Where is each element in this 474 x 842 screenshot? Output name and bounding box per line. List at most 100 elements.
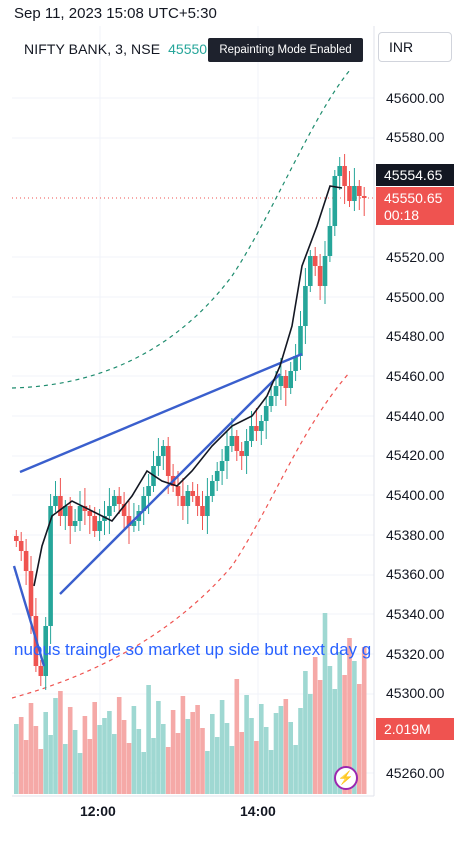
volume-bar — [224, 723, 230, 794]
volume-bar — [357, 684, 362, 794]
candle-body — [322, 256, 328, 286]
volume-bar — [312, 657, 318, 794]
volume-bar — [38, 749, 44, 794]
volume-bar — [190, 712, 195, 794]
candle-body — [126, 516, 132, 526]
volume-tag: 2.019M — [376, 718, 454, 740]
volume-bar — [141, 752, 146, 794]
volume-bar — [161, 724, 166, 794]
candle-body — [219, 461, 225, 471]
candle-body — [87, 511, 93, 516]
candle-body — [112, 496, 117, 506]
candle-body — [63, 506, 68, 516]
volume-bar — [249, 718, 254, 794]
candle-body — [165, 446, 171, 476]
symbol-bar[interactable]: NIFTY BANK, 3, NSE 45550.65 — [24, 38, 227, 60]
candle-body — [185, 491, 191, 506]
price-label: 45440.00 — [386, 408, 445, 424]
volume-bar — [332, 689, 338, 794]
volume-bar — [170, 710, 176, 794]
volume-bar — [259, 704, 264, 794]
volume-bar — [303, 671, 308, 794]
candle-body — [67, 506, 73, 526]
volume-bar — [361, 647, 367, 794]
candle-body — [23, 551, 29, 571]
volume-bar — [116, 697, 122, 794]
candle-body — [141, 496, 146, 511]
price-label: 45360.00 — [386, 566, 445, 582]
volume-bar — [126, 743, 132, 794]
lightning-icon[interactable]: ⚡ — [334, 766, 358, 790]
price-label: 45380.00 — [386, 527, 445, 543]
volume-bar — [14, 724, 19, 794]
envelope-bands — [12, 69, 351, 699]
volume-bar — [200, 728, 205, 794]
volume-bar — [131, 706, 137, 794]
volume-bar — [308, 694, 313, 794]
volume-bar — [273, 713, 279, 794]
candle-body — [332, 176, 338, 226]
candle-body — [116, 496, 122, 504]
symbol-name[interactable]: NIFTY BANK, 3, NSE — [24, 41, 161, 57]
volume-bar — [234, 679, 240, 794]
candle-body — [48, 506, 53, 626]
volume-bar — [263, 727, 269, 794]
current-price-tag: 45550.65 — [376, 187, 454, 209]
candle-body — [337, 166, 342, 176]
volume-bar — [23, 740, 29, 794]
volume-bar — [107, 711, 112, 794]
volume-bar — [67, 707, 73, 794]
chart-annotation-text[interactable]: nuous traingle so market up side but nex… — [14, 640, 372, 659]
candle-body — [342, 166, 347, 186]
volume-bar — [210, 714, 215, 794]
candle-body — [327, 226, 333, 256]
candle-body — [131, 521, 137, 526]
price-label: 45320.00 — [386, 646, 445, 662]
candle-body — [303, 286, 308, 326]
candle-body — [293, 356, 298, 371]
candle-body — [195, 496, 200, 506]
volume-bar — [219, 700, 225, 794]
volume-bar — [18, 717, 24, 794]
currency-button[interactable]: INR — [378, 32, 452, 62]
candle-body — [259, 421, 264, 431]
trendlines[interactable] — [12, 185, 343, 667]
volume-bar — [63, 744, 68, 794]
candle-body — [224, 446, 230, 461]
candle-body — [234, 436, 240, 451]
candle-body — [72, 521, 78, 526]
volume-bar — [72, 730, 78, 794]
candle-body — [14, 536, 19, 541]
chart-canvas[interactable] — [12, 26, 474, 822]
volume-bar — [293, 745, 298, 794]
volume-bar — [214, 737, 220, 794]
upper-trendline[interactable] — [19, 352, 303, 474]
chart-svg[interactable] — [12, 26, 474, 822]
time-label: 12:00 — [80, 803, 116, 819]
volume-bar — [53, 698, 58, 794]
datetime-text: Sep 11, 2023 15:08 UTC+5:30 — [14, 5, 217, 22]
candle-body — [77, 506, 83, 521]
volume-bar — [322, 613, 328, 794]
candle-body — [357, 186, 362, 196]
price-label: 45400.00 — [386, 487, 445, 503]
volume-bar — [121, 720, 127, 794]
candle-body — [312, 256, 318, 266]
candle-body — [273, 386, 279, 396]
candle-body — [102, 516, 107, 521]
price-label: 45260.00 — [386, 765, 445, 781]
candle-body — [121, 504, 127, 516]
volume-bar — [337, 652, 342, 794]
repaint-tooltip: Repainting Mode Enabled — [208, 38, 363, 62]
down-trendline[interactable] — [12, 565, 46, 667]
candle-body — [107, 506, 112, 516]
countdown-tag: 00:18 — [376, 205, 454, 225]
volume-bar — [244, 695, 249, 794]
candle-body — [288, 371, 293, 388]
candle-body — [278, 376, 284, 386]
candle-body — [58, 496, 63, 516]
candle-body — [43, 626, 48, 676]
candle-body — [190, 491, 195, 496]
volume-bar — [77, 753, 83, 794]
volume-bar — [58, 691, 63, 794]
